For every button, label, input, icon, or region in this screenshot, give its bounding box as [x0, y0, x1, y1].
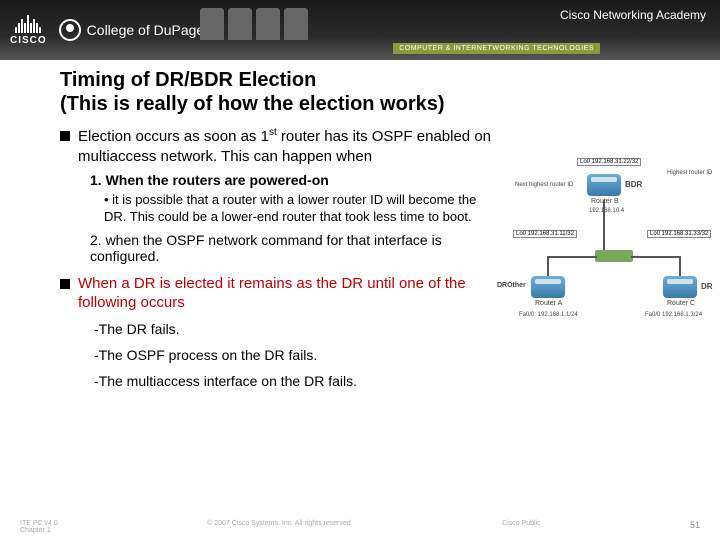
footer-center: © 2007 Cisco Systems, Inc. All rights re…	[207, 520, 353, 534]
cisco-text: CISCO	[10, 35, 47, 46]
academy-text: Cisco Networking Academy	[560, 8, 706, 22]
network-diagram: Lo0 192.168.31.22/32 Router B BDR Next h…	[517, 160, 712, 325]
dash-3: -The multiaccess interface on the DR fai…	[94, 373, 690, 389]
college-text: College of DuPage	[87, 22, 205, 38]
dash-2: -The OSPF process on the DR fails.	[94, 347, 690, 363]
footer-right: Cisco Public	[502, 520, 541, 534]
college-logo: College of DuPage	[59, 19, 205, 41]
slide-footer: ITE PC v4.0 Chapter 1 © 2007 Cisco Syste…	[0, 520, 720, 534]
label-lo-b: Lo0 192.168.31.22/32	[577, 158, 641, 166]
slide-content: Timing of DR/BDR Election (This is reall…	[0, 60, 720, 389]
label-router-c: Router C	[667, 300, 695, 307]
slide-title-1: Timing of DR/BDR Election	[60, 68, 690, 92]
slide-title-2: (This is really of how the election work…	[60, 92, 690, 116]
cisco-logo: CISCO	[10, 15, 47, 46]
router-b-icon	[587, 174, 621, 196]
numbered-2: 2. when the OSPF network command for tha…	[90, 232, 490, 264]
hub-icon	[595, 250, 633, 262]
sub-bullet-1: it is possible that a router with a lowe…	[104, 192, 484, 226]
label-router-a: Router A	[535, 300, 562, 307]
label-fa-c: Fa0/0 192.168.1.3/24	[645, 312, 702, 318]
label-drother: DROther	[497, 282, 526, 289]
label-fa-a: Fa0/0: 192.168.1.1/24	[519, 312, 578, 318]
tech-banner: COMPUTER & INTERNETWORKING TECHNOLOGIES	[393, 43, 600, 54]
label-dr: DR	[701, 282, 713, 291]
page-number: 51	[690, 520, 700, 534]
label-lo-c: Lo0 192.168.31.33/32	[647, 230, 711, 238]
label-highest: Highest router ID	[667, 170, 712, 176]
people-photos	[200, 8, 308, 40]
header-banner: CISCO College of DuPage COMPUTER & INTER…	[0, 0, 720, 60]
router-a-icon	[531, 276, 565, 298]
label-lo-a: Lo0 192.168.31.11/32	[513, 230, 577, 238]
numbered-1: 1. When the routers are powered-on	[90, 172, 490, 188]
footer-left: ITE PC v4.0 Chapter 1	[20, 520, 58, 534]
label-next-highest: Next highest router ID	[515, 182, 573, 188]
label-ip-b: 192.168.10.4	[589, 208, 624, 214]
router-c-icon	[663, 276, 697, 298]
label-bdr: BDR	[625, 180, 642, 189]
